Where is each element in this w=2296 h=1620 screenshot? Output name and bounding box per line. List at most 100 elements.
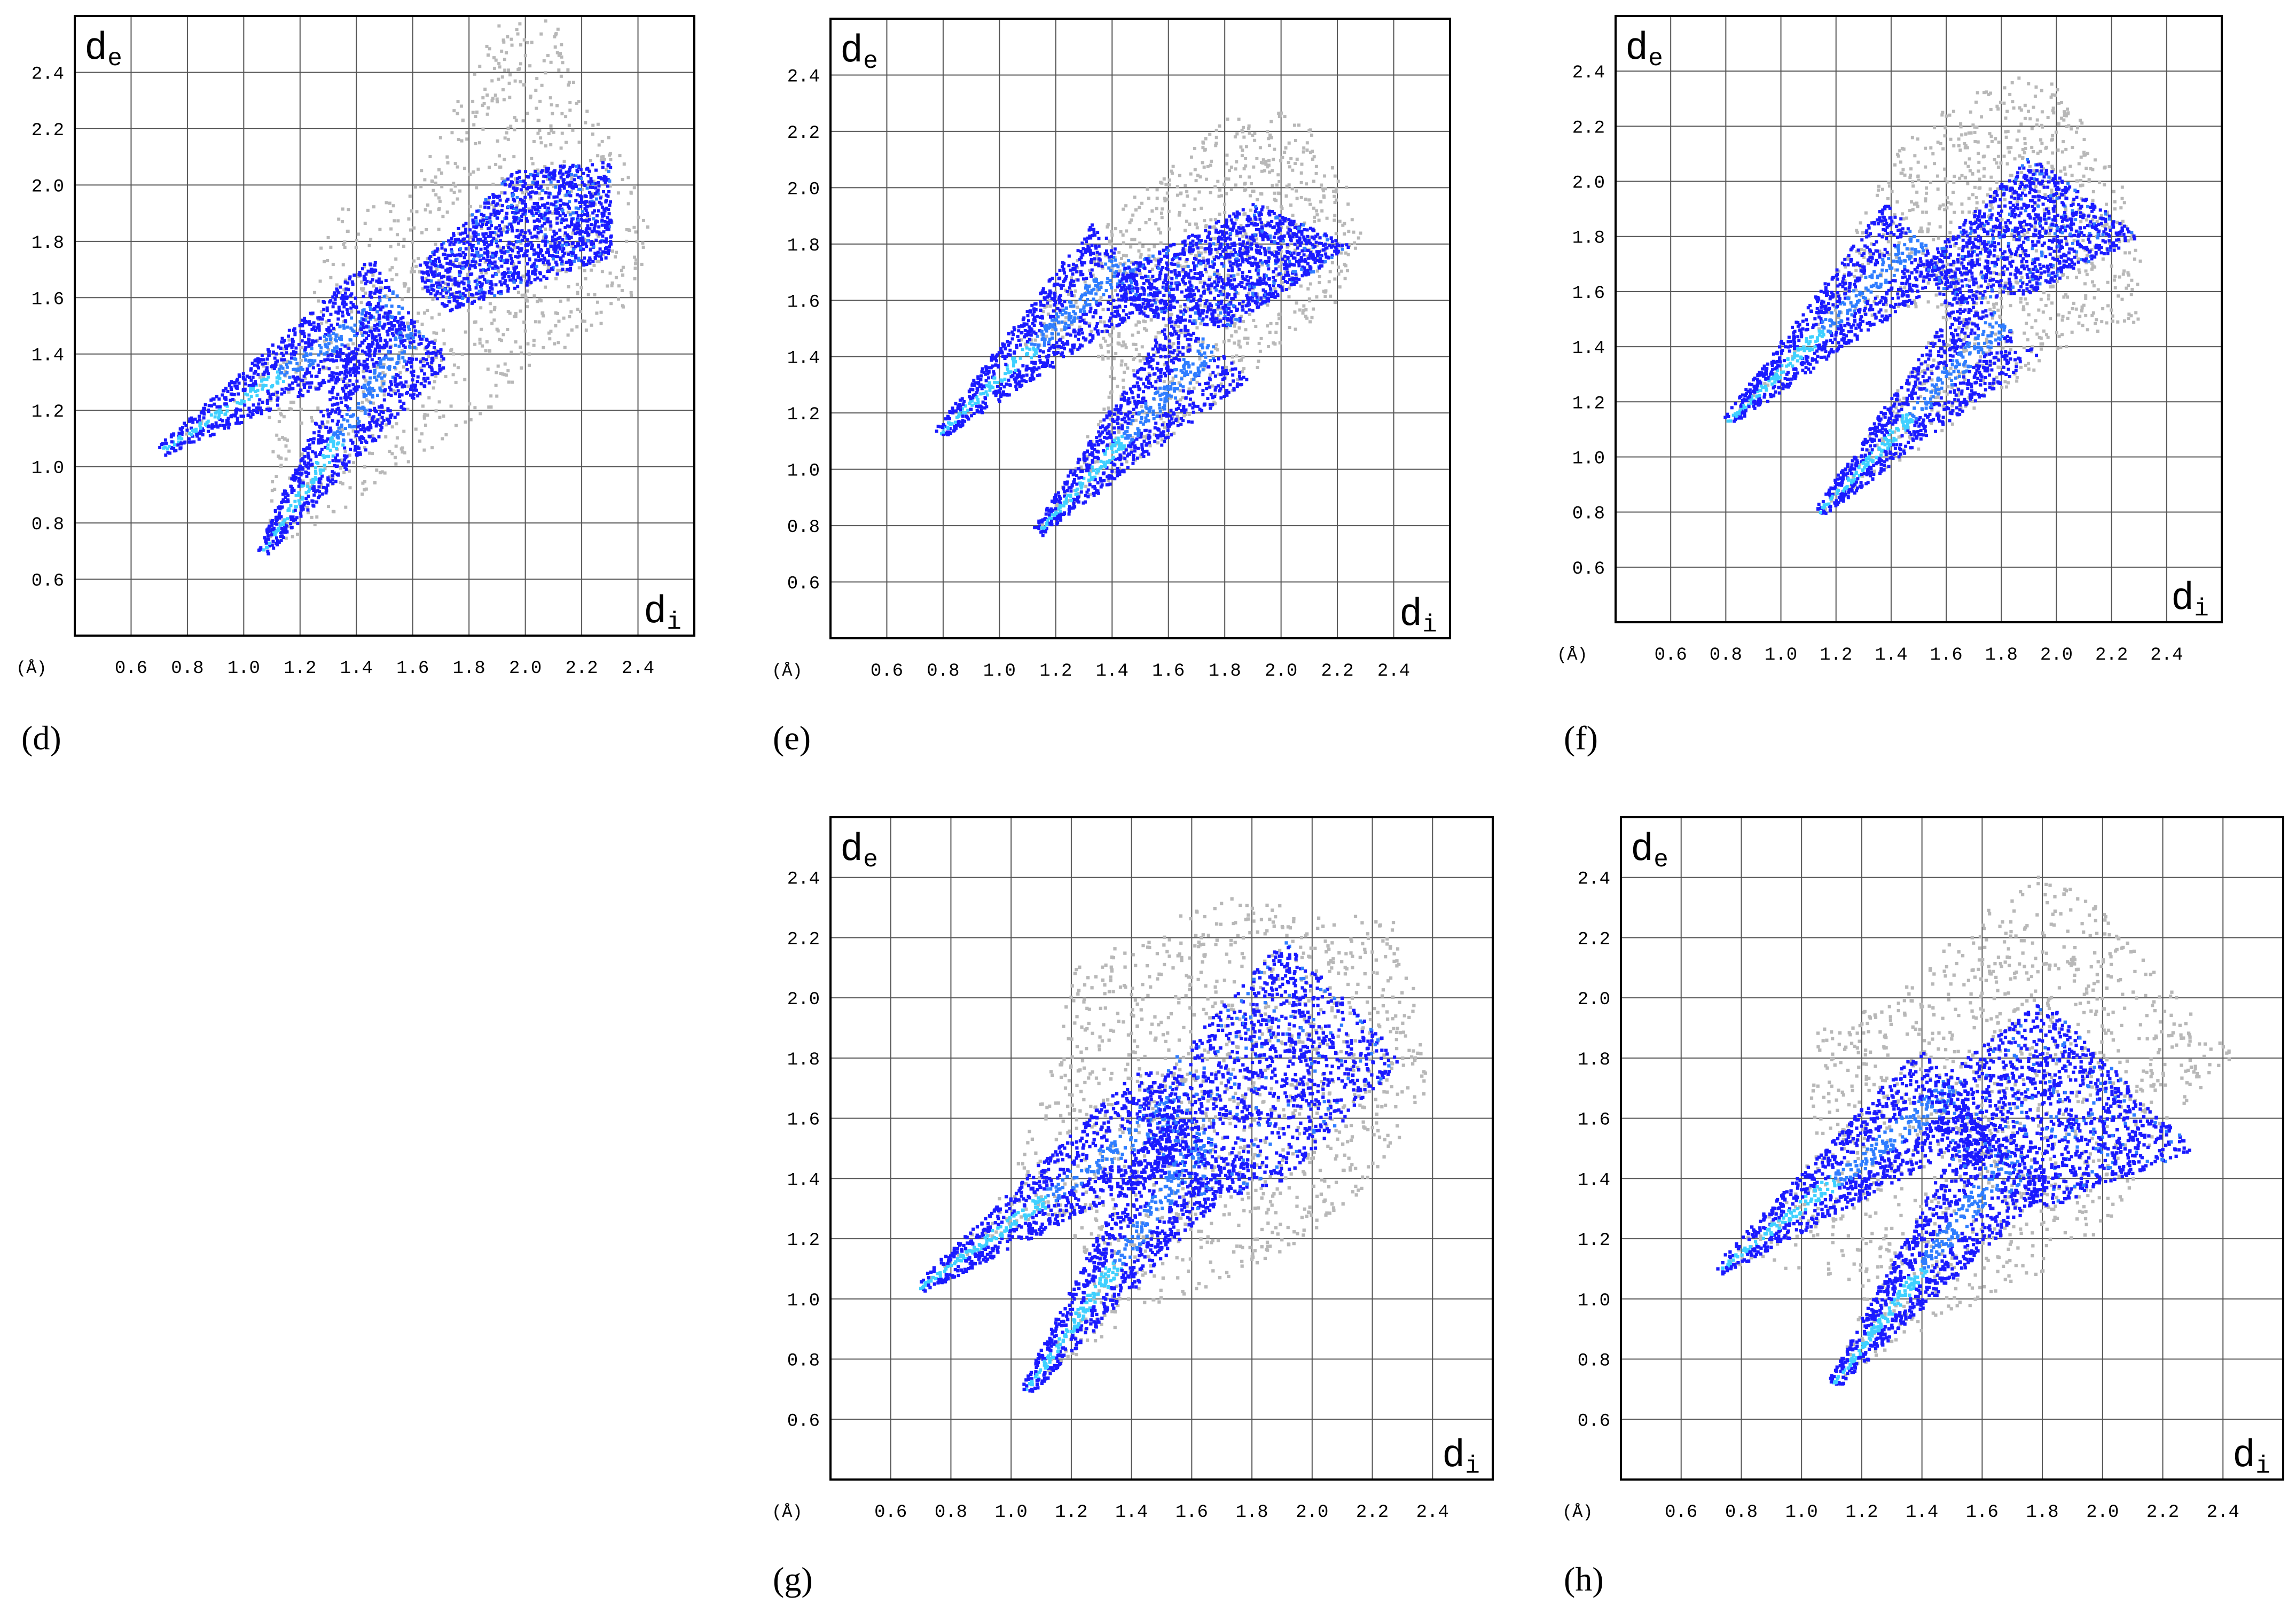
contact-point — [285, 351, 288, 354]
contact-point — [497, 234, 500, 238]
surface-point — [452, 109, 456, 112]
contact-point — [292, 474, 295, 478]
surface-point — [514, 315, 518, 318]
contact-point — [524, 182, 527, 185]
contact-point — [178, 435, 182, 439]
contact-point — [331, 354, 334, 357]
contact-point — [309, 353, 312, 356]
surface-point — [518, 22, 521, 26]
surface-point — [385, 423, 388, 426]
surface-point — [1195, 223, 1198, 226]
contact-point — [493, 264, 497, 268]
contact-point — [608, 204, 612, 207]
contact-point — [413, 325, 416, 328]
surface-point — [497, 329, 500, 332]
contact-point — [595, 214, 599, 217]
surface-point — [1278, 115, 1281, 118]
contact-point — [581, 219, 584, 222]
contact-point — [602, 178, 606, 182]
y-tick-label: 2.4 — [32, 64, 64, 84]
contact-point — [565, 218, 568, 222]
contact-point — [561, 173, 565, 176]
surface-point — [490, 322, 493, 325]
contact-point — [344, 319, 347, 322]
contact-point — [479, 276, 482, 279]
contact-point — [371, 439, 374, 442]
contact-point — [291, 381, 294, 385]
contact-point — [403, 339, 406, 342]
surface-point — [455, 424, 458, 427]
contact-point — [503, 191, 506, 194]
contact-point — [590, 242, 593, 246]
contact-point — [302, 383, 305, 386]
contact-point — [546, 220, 549, 223]
y-tick-label: 1.0 — [32, 459, 64, 479]
surface-point — [1125, 346, 1128, 349]
surface-point — [1120, 359, 1124, 363]
surface-point — [1243, 189, 1247, 192]
surface-point — [364, 379, 367, 382]
contact-point — [230, 380, 233, 384]
contact-point — [281, 528, 285, 531]
surface-point — [479, 306, 482, 309]
contact-point — [356, 451, 359, 455]
surface-point — [621, 304, 624, 307]
contact-point — [284, 496, 287, 499]
contact-point — [513, 271, 516, 275]
contact-point — [492, 210, 496, 214]
surface-point — [642, 246, 645, 249]
contact-point — [395, 331, 398, 334]
surface-point — [1218, 195, 1221, 198]
surface-point — [437, 168, 441, 171]
surface-point — [454, 162, 457, 165]
contact-point — [467, 284, 470, 287]
contact-point — [559, 214, 562, 217]
contact-point — [295, 362, 299, 365]
contact-point — [510, 262, 513, 265]
contact-point — [285, 363, 288, 366]
surface-point — [285, 537, 288, 540]
contact-point — [336, 434, 340, 437]
surface-point — [1116, 385, 1119, 388]
contact-point — [366, 346, 369, 349]
surface-point — [420, 432, 424, 435]
surface-point — [576, 292, 579, 295]
contact-point — [515, 181, 519, 184]
contact-point — [215, 410, 218, 413]
contact-point — [580, 198, 583, 201]
surface-point — [441, 437, 444, 440]
contact-point — [187, 441, 191, 444]
contact-point — [340, 358, 343, 362]
contact-point — [463, 277, 466, 280]
contact-point — [426, 286, 429, 289]
contact-point — [257, 403, 260, 406]
surface-point — [285, 458, 288, 461]
contact-point — [518, 254, 521, 257]
contact-point — [340, 335, 343, 338]
surface-point — [1161, 207, 1164, 210]
contact-point — [411, 394, 414, 397]
contact-point — [248, 376, 251, 379]
contact-point — [551, 239, 554, 242]
contact-point — [607, 170, 610, 173]
surface-point — [446, 161, 449, 165]
surface-point — [522, 83, 526, 87]
contact-point — [365, 369, 369, 372]
contact-point — [475, 220, 478, 223]
contact-point — [335, 287, 338, 291]
surface-point — [452, 201, 455, 205]
surface-point — [1242, 136, 1245, 139]
surface-point — [1108, 396, 1111, 399]
contact-point — [317, 387, 320, 390]
contact-point — [364, 448, 367, 451]
contact-point — [428, 341, 432, 344]
contact-point — [267, 534, 270, 537]
contact-point — [561, 268, 565, 271]
surface-point — [1245, 145, 1248, 148]
contact-point — [326, 437, 330, 441]
contact-point — [285, 371, 288, 374]
contact-point — [472, 221, 475, 224]
surface-point — [1172, 165, 1175, 168]
contact-point — [342, 326, 346, 330]
contact-point — [585, 195, 588, 198]
